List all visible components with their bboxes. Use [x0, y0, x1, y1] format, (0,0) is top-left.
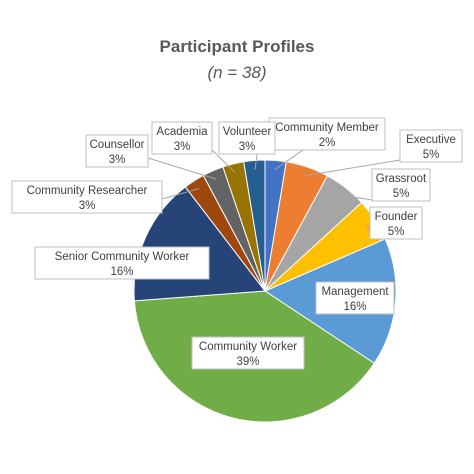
data-label-category: Academia	[156, 126, 208, 138]
data-label-box	[151, 121, 213, 155]
data-label-founder: Founder 5%	[369, 206, 423, 240]
chart-subtitle: (n = 38)	[207, 63, 266, 82]
data-label-percent: 3%	[174, 141, 191, 153]
data-label-volunteer: Volunteer 3%	[218, 121, 276, 155]
pie-slice-volunteer	[243, 159, 266, 292]
data-label-community-member: Community Member 2%	[268, 117, 386, 151]
data-label-percent: 2%	[319, 137, 336, 149]
data-label-category: Community Researcher	[27, 185, 148, 197]
data-label-senior-community-worker: Senior Community Worker 16%	[34, 246, 210, 280]
data-label-percent: 3%	[109, 154, 126, 166]
data-label-category: Senior Community Worker	[55, 251, 190, 263]
data-label-executive: Executive 5%	[399, 129, 463, 163]
data-label-box	[369, 206, 423, 240]
data-label-percent: 16%	[343, 301, 366, 313]
leader-line-volunteer	[254, 153, 258, 170]
data-label-management: Management 16%	[315, 281, 395, 315]
leader-line-counsellor	[147, 157, 217, 180]
data-label-percent: 3%	[79, 200, 96, 212]
data-label-category: Founder	[375, 211, 418, 223]
data-label-box	[11, 180, 163, 214]
leader-lines	[147, 149, 401, 233]
leader-line-grassroot	[339, 194, 373, 201]
data-label-box	[85, 134, 149, 168]
data-label-grassroot: Grassroot 5%	[371, 168, 431, 202]
data-label-category: Executive	[406, 134, 456, 146]
data-label-community-researcher: Community Researcher 3%	[11, 180, 163, 214]
data-label-percent: 5%	[393, 188, 410, 200]
leader-line-executive	[304, 159, 401, 177]
data-label-community-worker: Community Worker 39%	[191, 336, 305, 370]
leader-line-academia	[211, 149, 236, 174]
data-label-box	[399, 129, 463, 163]
data-label-box	[315, 281, 395, 315]
data-label-category: Grassroot	[376, 173, 427, 185]
data-label-category: Community Worker	[199, 341, 297, 353]
data-label-percent: 16%	[110, 266, 133, 278]
data-label-percent: 5%	[388, 226, 405, 238]
chart-title: Participant Profiles	[160, 37, 315, 56]
data-label-academia: Academia 3%	[151, 121, 213, 155]
leader-line-community-member	[274, 149, 304, 170]
data-label-percent: 5%	[423, 149, 440, 161]
data-label-box	[218, 121, 276, 155]
data-label-category: Volunteer	[223, 126, 272, 138]
data-label-percent: 39%	[236, 356, 259, 368]
data-label-category: Management	[321, 286, 389, 298]
data-label-box	[34, 246, 210, 280]
leader-line-community-researcher	[161, 188, 200, 200]
data-label-box	[191, 336, 305, 370]
data-label-percent: 3%	[239, 141, 256, 153]
data-label-counsellor: Counsellor 3%	[85, 134, 149, 168]
data-label-box	[371, 168, 431, 202]
data-labels: Community Member 2% Executive 5% Grassroot 5%…	[11, 117, 463, 370]
data-label-category: Counsellor	[90, 139, 145, 151]
data-label-category: Community Member	[275, 122, 379, 134]
